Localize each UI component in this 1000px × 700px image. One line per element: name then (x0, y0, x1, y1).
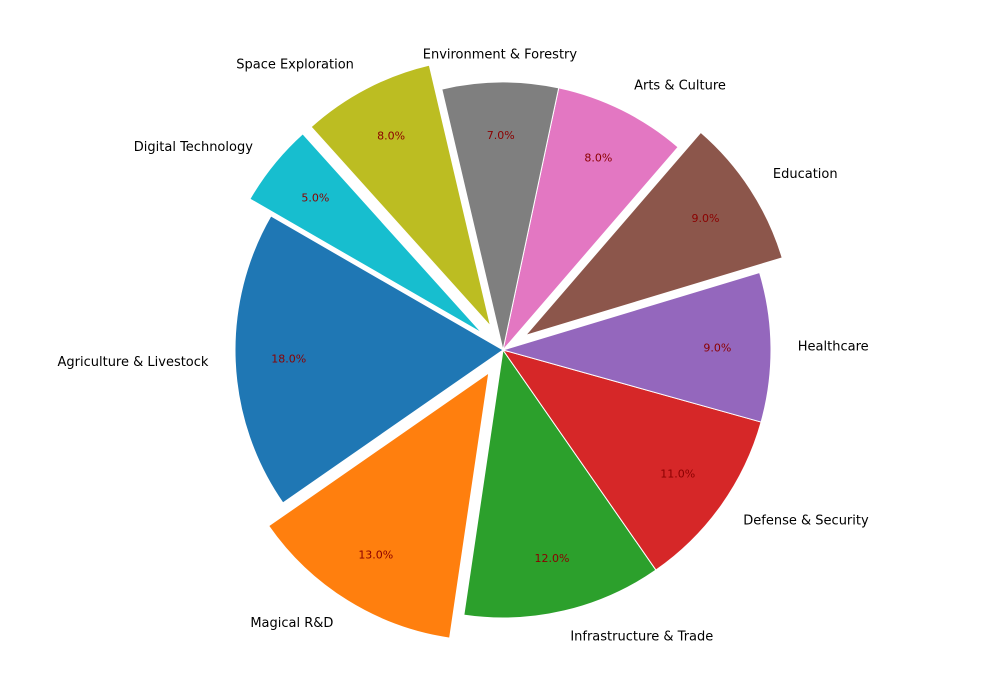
pie-slice-infrastructure-and-trade (463, 349, 657, 619)
pie-pct-label-digital-technology: 5.0% (301, 192, 329, 205)
pie-category-label-environment-and-forestry: Environment & Forestry (423, 48, 578, 63)
pie-pct-label-healthcare: 9.0% (703, 341, 731, 354)
pie-pct-label-defense-and-security: 11.0% (660, 468, 695, 481)
pie-category-label-infrastructure-and-trade: Infrastructure & Trade (570, 630, 713, 645)
pie-category-label-healthcare: Healthcare (798, 339, 869, 354)
pie-pct-label-agriculture-and-livestock: 18.0% (271, 352, 306, 365)
pie-category-label-arts-and-culture: Arts & Culture (634, 78, 726, 93)
pie-pct-label-arts-and-culture: 8.0% (584, 151, 612, 164)
pie-category-label-defense-and-security: Defense & Security (743, 513, 869, 528)
pie-slice-space-exploration (310, 64, 491, 327)
pie-category-label-magical-randd: Magical R&D (250, 616, 333, 631)
pie-category-label-space-exploration: Space Exploration (236, 57, 354, 72)
pie-pct-label-infrastructure-and-trade: 12.0% (534, 552, 569, 565)
pie-pct-label-education: 9.0% (691, 212, 719, 225)
pie-pct-label-environment-and-forestry: 7.0% (487, 129, 515, 142)
pie-slice-environment-and-forestry (441, 81, 560, 351)
pie-pct-label-magical-randd: 13.0% (358, 549, 393, 562)
pie-category-label-agriculture-and-livestock: Agriculture & Livestock (58, 355, 209, 370)
pie-category-label-education: Education (773, 167, 838, 182)
pie-slice-healthcare (502, 272, 772, 423)
pie-slice-digital-technology (249, 133, 483, 334)
pie-slice-arts-and-culture (502, 87, 679, 351)
pie-pct-label-space-exploration: 8.0% (377, 130, 405, 143)
pie-slice-defense-and-security (502, 349, 762, 571)
pie-slice-agriculture-and-livestock (234, 215, 504, 504)
pie-slice-magical-randd (268, 372, 490, 639)
pie-slice-education (525, 131, 783, 336)
pie-category-label-digital-technology: Digital Technology (134, 140, 253, 155)
